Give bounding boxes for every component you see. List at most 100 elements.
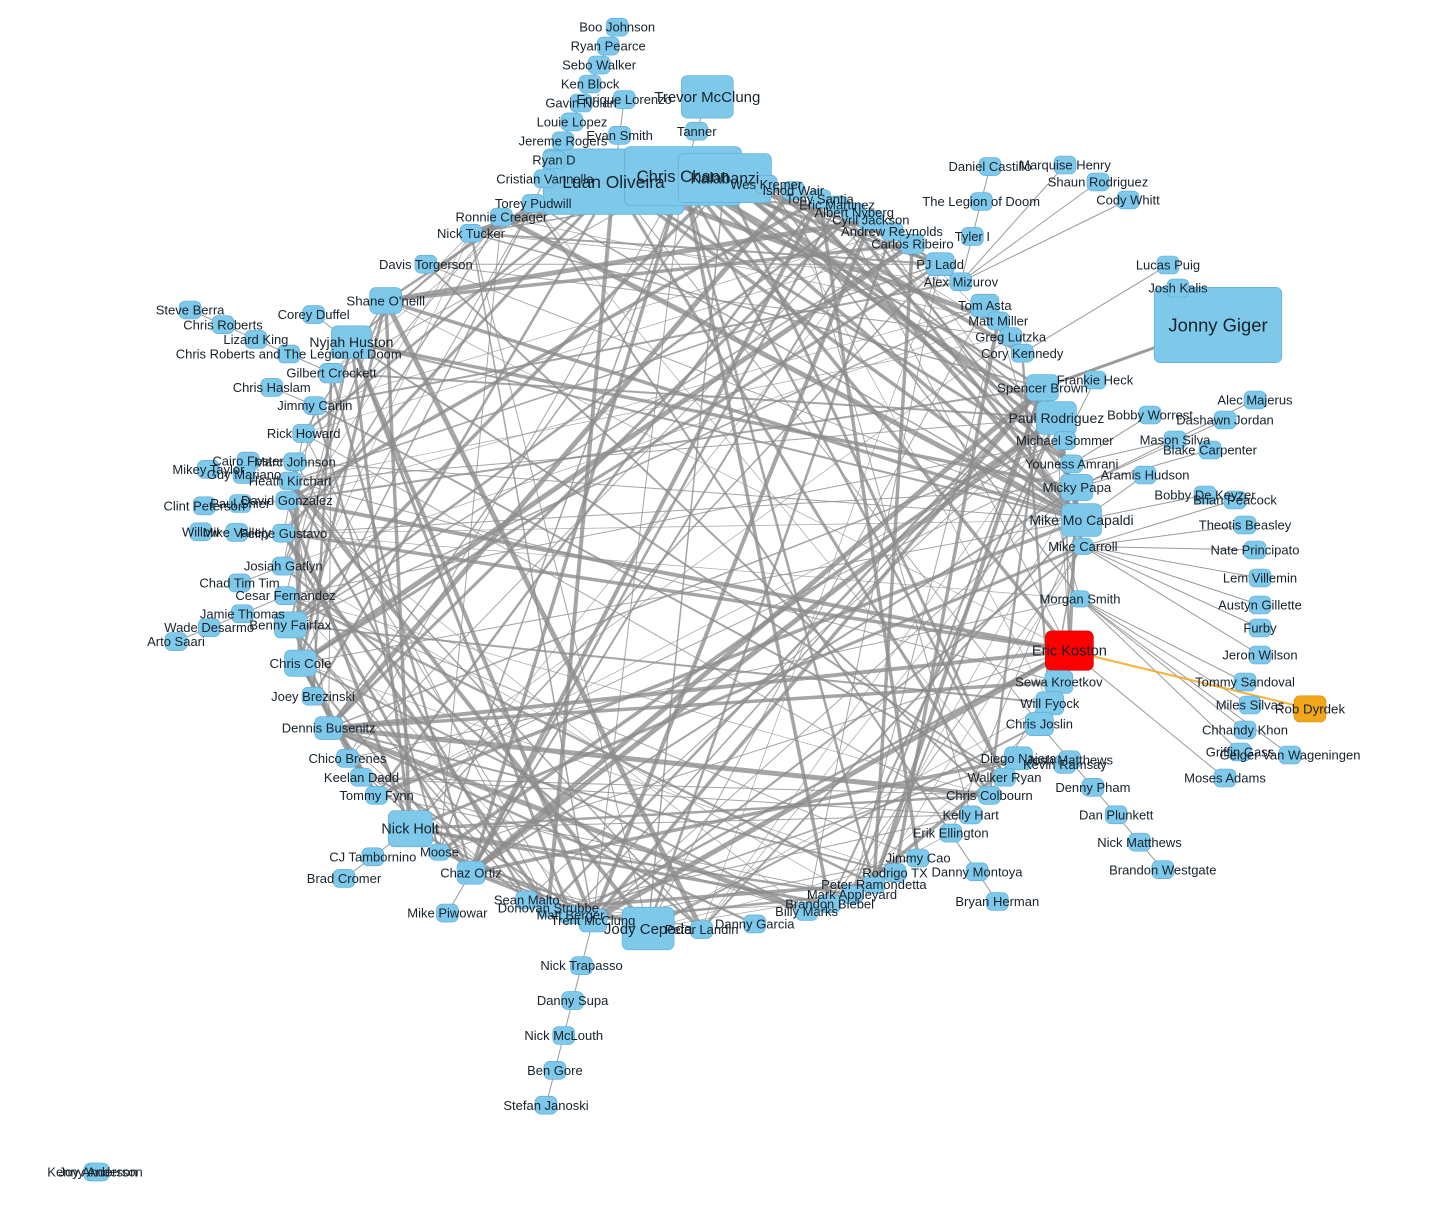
svg-text:Alex Mizurov: Alex Mizurov: [924, 274, 999, 289]
svg-text:Alec Majerus: Alec Majerus: [1217, 393, 1293, 408]
svg-text:Shane O'neill: Shane O'neill: [346, 293, 425, 308]
svg-text:Austyn Gillette: Austyn Gillette: [1218, 598, 1302, 613]
svg-text:Danny Supa: Danny Supa: [537, 993, 609, 1008]
svg-text:Walker Ryan: Walker Ryan: [968, 770, 1042, 785]
svg-text:Dashawn Jordan: Dashawn Jordan: [1176, 413, 1274, 428]
svg-text:Bobby De Keyzer: Bobby De Keyzer: [1154, 488, 1256, 503]
svg-text:Chad Tim Tim: Chad Tim Tim: [199, 575, 279, 590]
svg-text:Tommy Fynn: Tommy Fynn: [339, 788, 413, 803]
svg-text:Erik Ellington: Erik Ellington: [913, 826, 989, 841]
svg-text:Gilbert Crockett: Gilbert Crockett: [286, 366, 377, 381]
svg-text:Rob Dyrdek: Rob Dyrdek: [1275, 702, 1346, 717]
svg-text:Marquise Henry: Marquise Henry: [1019, 158, 1111, 173]
svg-text:Michael Sommer: Michael Sommer: [1016, 433, 1114, 448]
svg-text:Wade Desarmo: Wade Desarmo: [164, 620, 254, 635]
svg-text:Chris Haslam: Chris Haslam: [233, 380, 311, 395]
svg-text:Willow: Willow: [182, 524, 220, 539]
svg-text:Ronnie Creager: Ronnie Creager: [456, 210, 548, 225]
svg-text:Denny Pham: Denny Pham: [1055, 780, 1130, 795]
svg-text:Nick Tucker: Nick Tucker: [437, 226, 506, 241]
svg-text:Jonny Giger: Jonny Giger: [1168, 315, 1267, 336]
svg-text:Paul Rodriguez: Paul Rodriguez: [1009, 410, 1105, 426]
svg-text:Corey Duffel: Corey Duffel: [278, 307, 350, 322]
svg-text:Lucas Puig: Lucas Puig: [1136, 258, 1200, 273]
svg-text:Sewa Kroetkov: Sewa Kroetkov: [1015, 675, 1103, 690]
svg-text:Tom Asta: Tom Asta: [958, 298, 1012, 313]
svg-text:Mike Carroll: Mike Carroll: [1048, 539, 1117, 554]
svg-text:Rick Howard: Rick Howard: [267, 426, 341, 441]
svg-text:Nick Trapasso: Nick Trapasso: [540, 958, 622, 973]
svg-text:Chris Cole: Chris Cole: [269, 656, 331, 671]
svg-text:Boo Johnson: Boo Johnson: [579, 20, 655, 35]
svg-text:Chaz Ortiz: Chaz Ortiz: [440, 865, 501, 880]
svg-text:Jimmy Cao: Jimmy Cao: [886, 851, 951, 866]
svg-text:Greg Lutzka: Greg Lutzka: [975, 329, 1047, 344]
svg-text:Chris Colbourn: Chris Colbourn: [946, 788, 1033, 803]
svg-text:Ryan D: Ryan D: [532, 152, 575, 167]
svg-text:Josiah Gatlyn: Josiah Gatlyn: [244, 559, 323, 574]
svg-text:Lizard King: Lizard King: [223, 332, 288, 347]
svg-text:Aramis Hudson: Aramis Hudson: [1101, 468, 1190, 483]
svg-text:Matt Miller: Matt Miller: [968, 313, 1029, 328]
svg-text:Ken Block: Ken Block: [561, 77, 620, 92]
svg-text:Tanner: Tanner: [677, 124, 717, 139]
svg-text:Davis Torgerson: Davis Torgerson: [379, 257, 473, 272]
svg-text:Chhandy Khon: Chhandy Khon: [1202, 723, 1288, 738]
svg-text:Chris Roberts: Chris Roberts: [183, 317, 263, 332]
svg-text:Chico Brenes: Chico Brenes: [308, 751, 387, 766]
svg-text:Chris Joslin: Chris Joslin: [1006, 717, 1073, 732]
svg-text:Nick Matthews: Nick Matthews: [1097, 835, 1182, 850]
svg-text:Carlos Ribeiro: Carlos Ribeiro: [871, 237, 953, 252]
svg-text:Torey Pudwill: Torey Pudwill: [495, 196, 572, 211]
svg-text:Lem Villemin: Lem Villemin: [1223, 571, 1297, 586]
svg-text:Cory Kennedy: Cory Kennedy: [981, 346, 1064, 361]
svg-text:Danny Montoya: Danny Montoya: [931, 864, 1023, 879]
svg-text:Ben Gore: Ben Gore: [527, 1063, 583, 1078]
svg-text:The Legion of Doom: The Legion of Doom: [922, 194, 1040, 209]
svg-text:Cristian Vannella: Cristian Vannella: [496, 171, 594, 186]
svg-text:Josh Kalis: Josh Kalis: [1148, 281, 1208, 296]
svg-text:Mikey Taylor: Mikey Taylor: [172, 462, 245, 477]
svg-text:Frankie Heck: Frankie Heck: [1057, 373, 1134, 388]
svg-text:PJ Ladd: PJ Ladd: [916, 257, 964, 272]
svg-text:Nick McLouth: Nick McLouth: [524, 1028, 603, 1043]
svg-text:Moose: Moose: [420, 845, 459, 860]
svg-text:Cody Whitt: Cody Whitt: [1096, 193, 1160, 208]
svg-text:Dennis Busenitz: Dennis Busenitz: [282, 721, 376, 736]
svg-text:Brandon Westgate: Brandon Westgate: [1109, 862, 1216, 877]
svg-text:Geiger Van Wageningen: Geiger Van Wageningen: [1220, 748, 1361, 763]
svg-text:Joey Brezinski: Joey Brezinski: [271, 689, 355, 704]
svg-text:Theotis Beasley: Theotis Beasley: [1199, 518, 1292, 533]
svg-text:Clint Peterson: Clint Peterson: [163, 498, 245, 513]
svg-text:Louie Lopez: Louie Lopez: [537, 115, 608, 130]
svg-text:Brad Cromer: Brad Cromer: [307, 871, 382, 886]
svg-text:Jamie Thomas: Jamie Thomas: [200, 606, 286, 621]
svg-text:Nick Holt: Nick Holt: [381, 822, 439, 838]
svg-text:Gavin Nolan: Gavin Nolan: [545, 96, 617, 111]
svg-text:Ryan Pearce: Ryan Pearce: [571, 39, 646, 54]
svg-text:Eric Koston: Eric Koston: [1032, 644, 1107, 660]
svg-text:Chris Roberts and The Legion o: Chris Roberts and The Legion of Doom: [176, 347, 402, 362]
svg-text:Stefan Janoski: Stefan Janoski: [503, 1098, 588, 1113]
svg-text:Cesar Fernandez: Cesar Fernandez: [235, 588, 335, 603]
svg-text:Tyler I: Tyler I: [955, 229, 990, 244]
svg-text:Will Fyock: Will Fyock: [1020, 696, 1080, 711]
svg-text:Furby: Furby: [1243, 621, 1277, 636]
svg-text:Mike Piwowar: Mike Piwowar: [407, 906, 488, 921]
svg-text:Dan Plunkett: Dan Plunkett: [1079, 807, 1154, 822]
svg-text:Jereme Rogers: Jereme Rogers: [519, 134, 608, 149]
svg-text:Jimmy Carlin: Jimmy Carlin: [277, 398, 352, 413]
svg-text:Steve Berra: Steve Berra: [156, 303, 225, 318]
svg-text:Bryan Herman: Bryan Herman: [955, 894, 1039, 909]
svg-text:Tommy Sandoval: Tommy Sandoval: [1195, 675, 1295, 690]
svg-text:Keelan Dadd: Keelan Dadd: [324, 770, 399, 785]
svg-text:Joy Anderson: Joy Anderson: [59, 1165, 138, 1180]
svg-text:Arto Saari: Arto Saari: [147, 634, 205, 649]
svg-text:Morgan Smith: Morgan Smith: [1040, 592, 1121, 607]
svg-text:Sean Malto: Sean Malto: [494, 893, 560, 908]
svg-text:Kelly Hart: Kelly Hart: [943, 807, 1000, 822]
svg-text:CJ Tambornino: CJ Tambornino: [329, 849, 416, 864]
svg-text:Mike Mo Capaldi: Mike Mo Capaldi: [1029, 512, 1133, 528]
svg-text:Shaun Rodriguez: Shaun Rodriguez: [1048, 175, 1148, 190]
svg-text:Josh Matthews: Josh Matthews: [1026, 752, 1113, 767]
